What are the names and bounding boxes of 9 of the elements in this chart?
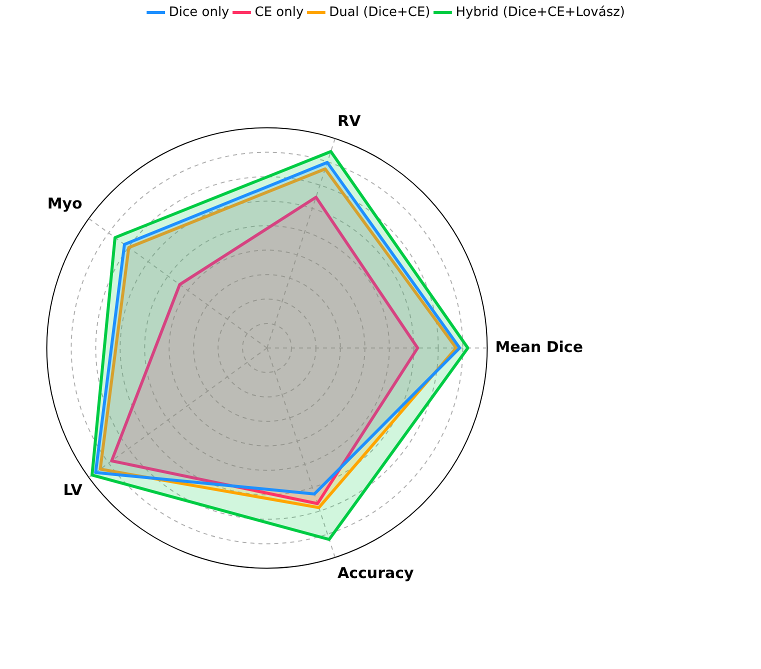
spoke-label: RV: [338, 112, 362, 130]
spoke-label: LV: [63, 481, 83, 500]
spoke-label: Accuracy: [338, 564, 414, 582]
legend-label: Dual (Dice+CE): [329, 4, 430, 20]
legend-label: Dice only: [168, 4, 230, 20]
legend-label: CE only: [254, 4, 304, 20]
legend-label: Hybrid (Dice+CE+Lovász): [456, 4, 626, 20]
spoke-label: Myo: [47, 194, 82, 213]
spoke-label: Mean Dice: [495, 338, 583, 356]
